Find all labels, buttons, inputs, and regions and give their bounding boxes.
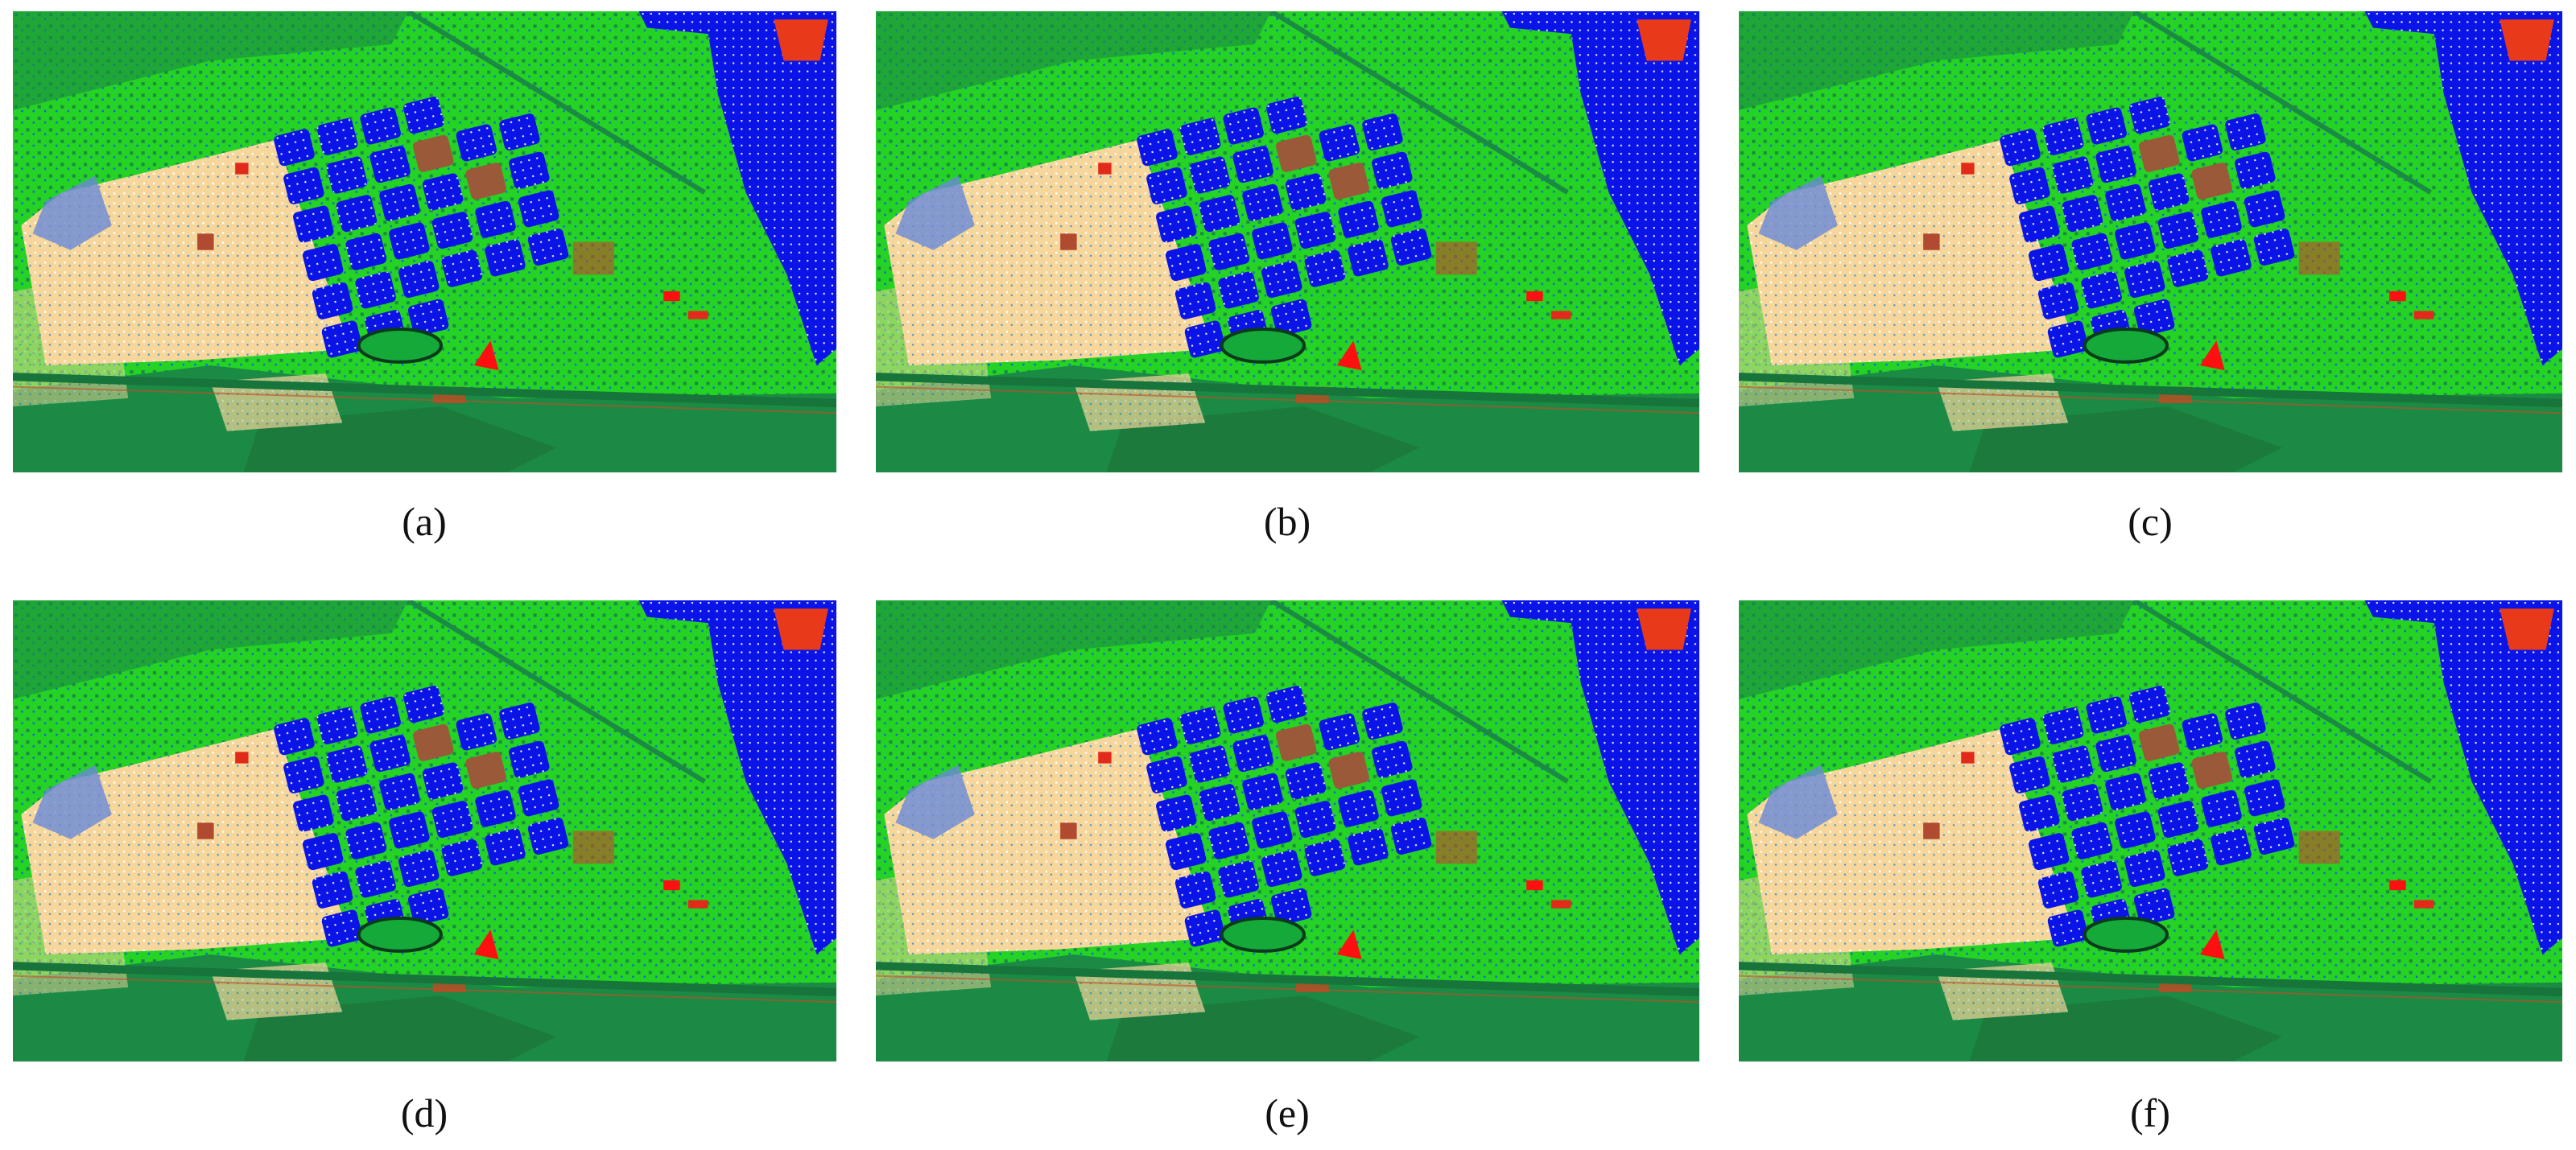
panel-label: (d): [401, 1090, 448, 1136]
map-panel: [876, 600, 1699, 1061]
map-panel: [1739, 600, 2562, 1061]
panel-label: (c): [2128, 499, 2173, 544]
panel-label: (e): [1265, 1090, 1310, 1136]
map-panel: [876, 11, 1699, 472]
panel-label: (f): [2130, 1090, 2170, 1136]
panel-label: (a): [402, 499, 447, 544]
panel-label: (b): [1264, 499, 1311, 544]
map-panel: [13, 11, 836, 472]
map-panel: [1739, 11, 2562, 472]
map-panel: [13, 600, 836, 1061]
